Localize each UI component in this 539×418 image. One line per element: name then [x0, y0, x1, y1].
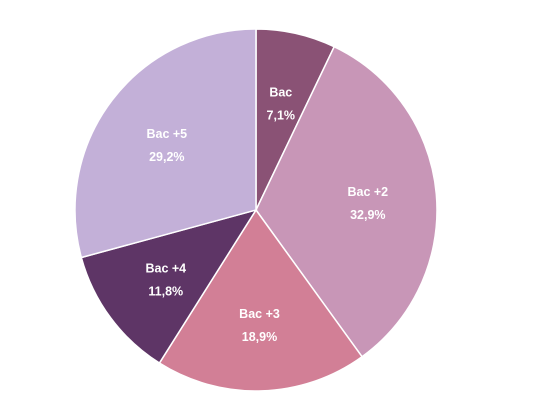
- slice-value-label: 32,9%: [350, 208, 385, 222]
- pie-slice-bac-2: [255, 45, 438, 358]
- slice-value-label: 11,8%: [148, 285, 183, 299]
- slice-category-label: Bac +4: [145, 262, 186, 276]
- slice-value-label: 29,2%: [149, 150, 184, 164]
- slice-category-label: Bac +3: [239, 307, 280, 321]
- pie-slice-bac-5: [74, 28, 257, 259]
- slice-value-label: 18,9%: [242, 330, 277, 344]
- slice-value-label: 7,1%: [267, 109, 296, 123]
- slice-label: Bac +4 11,8%: [145, 262, 186, 299]
- slice-category-label: Bac +2: [347, 185, 388, 199]
- slice-category-label: Bac +5: [146, 127, 187, 141]
- pie-slice-bac-4: [80, 208, 258, 365]
- slice-label: Bac +5 29,2%: [146, 127, 187, 164]
- slice-label: Bac 7,1%: [267, 86, 296, 123]
- pie-slice-bac-3: [158, 208, 364, 392]
- slice-category-label: Bac: [269, 86, 292, 100]
- slice-label: Bac +3 18,9%: [239, 307, 280, 344]
- slice-label: Bac +2 32,9%: [347, 185, 388, 222]
